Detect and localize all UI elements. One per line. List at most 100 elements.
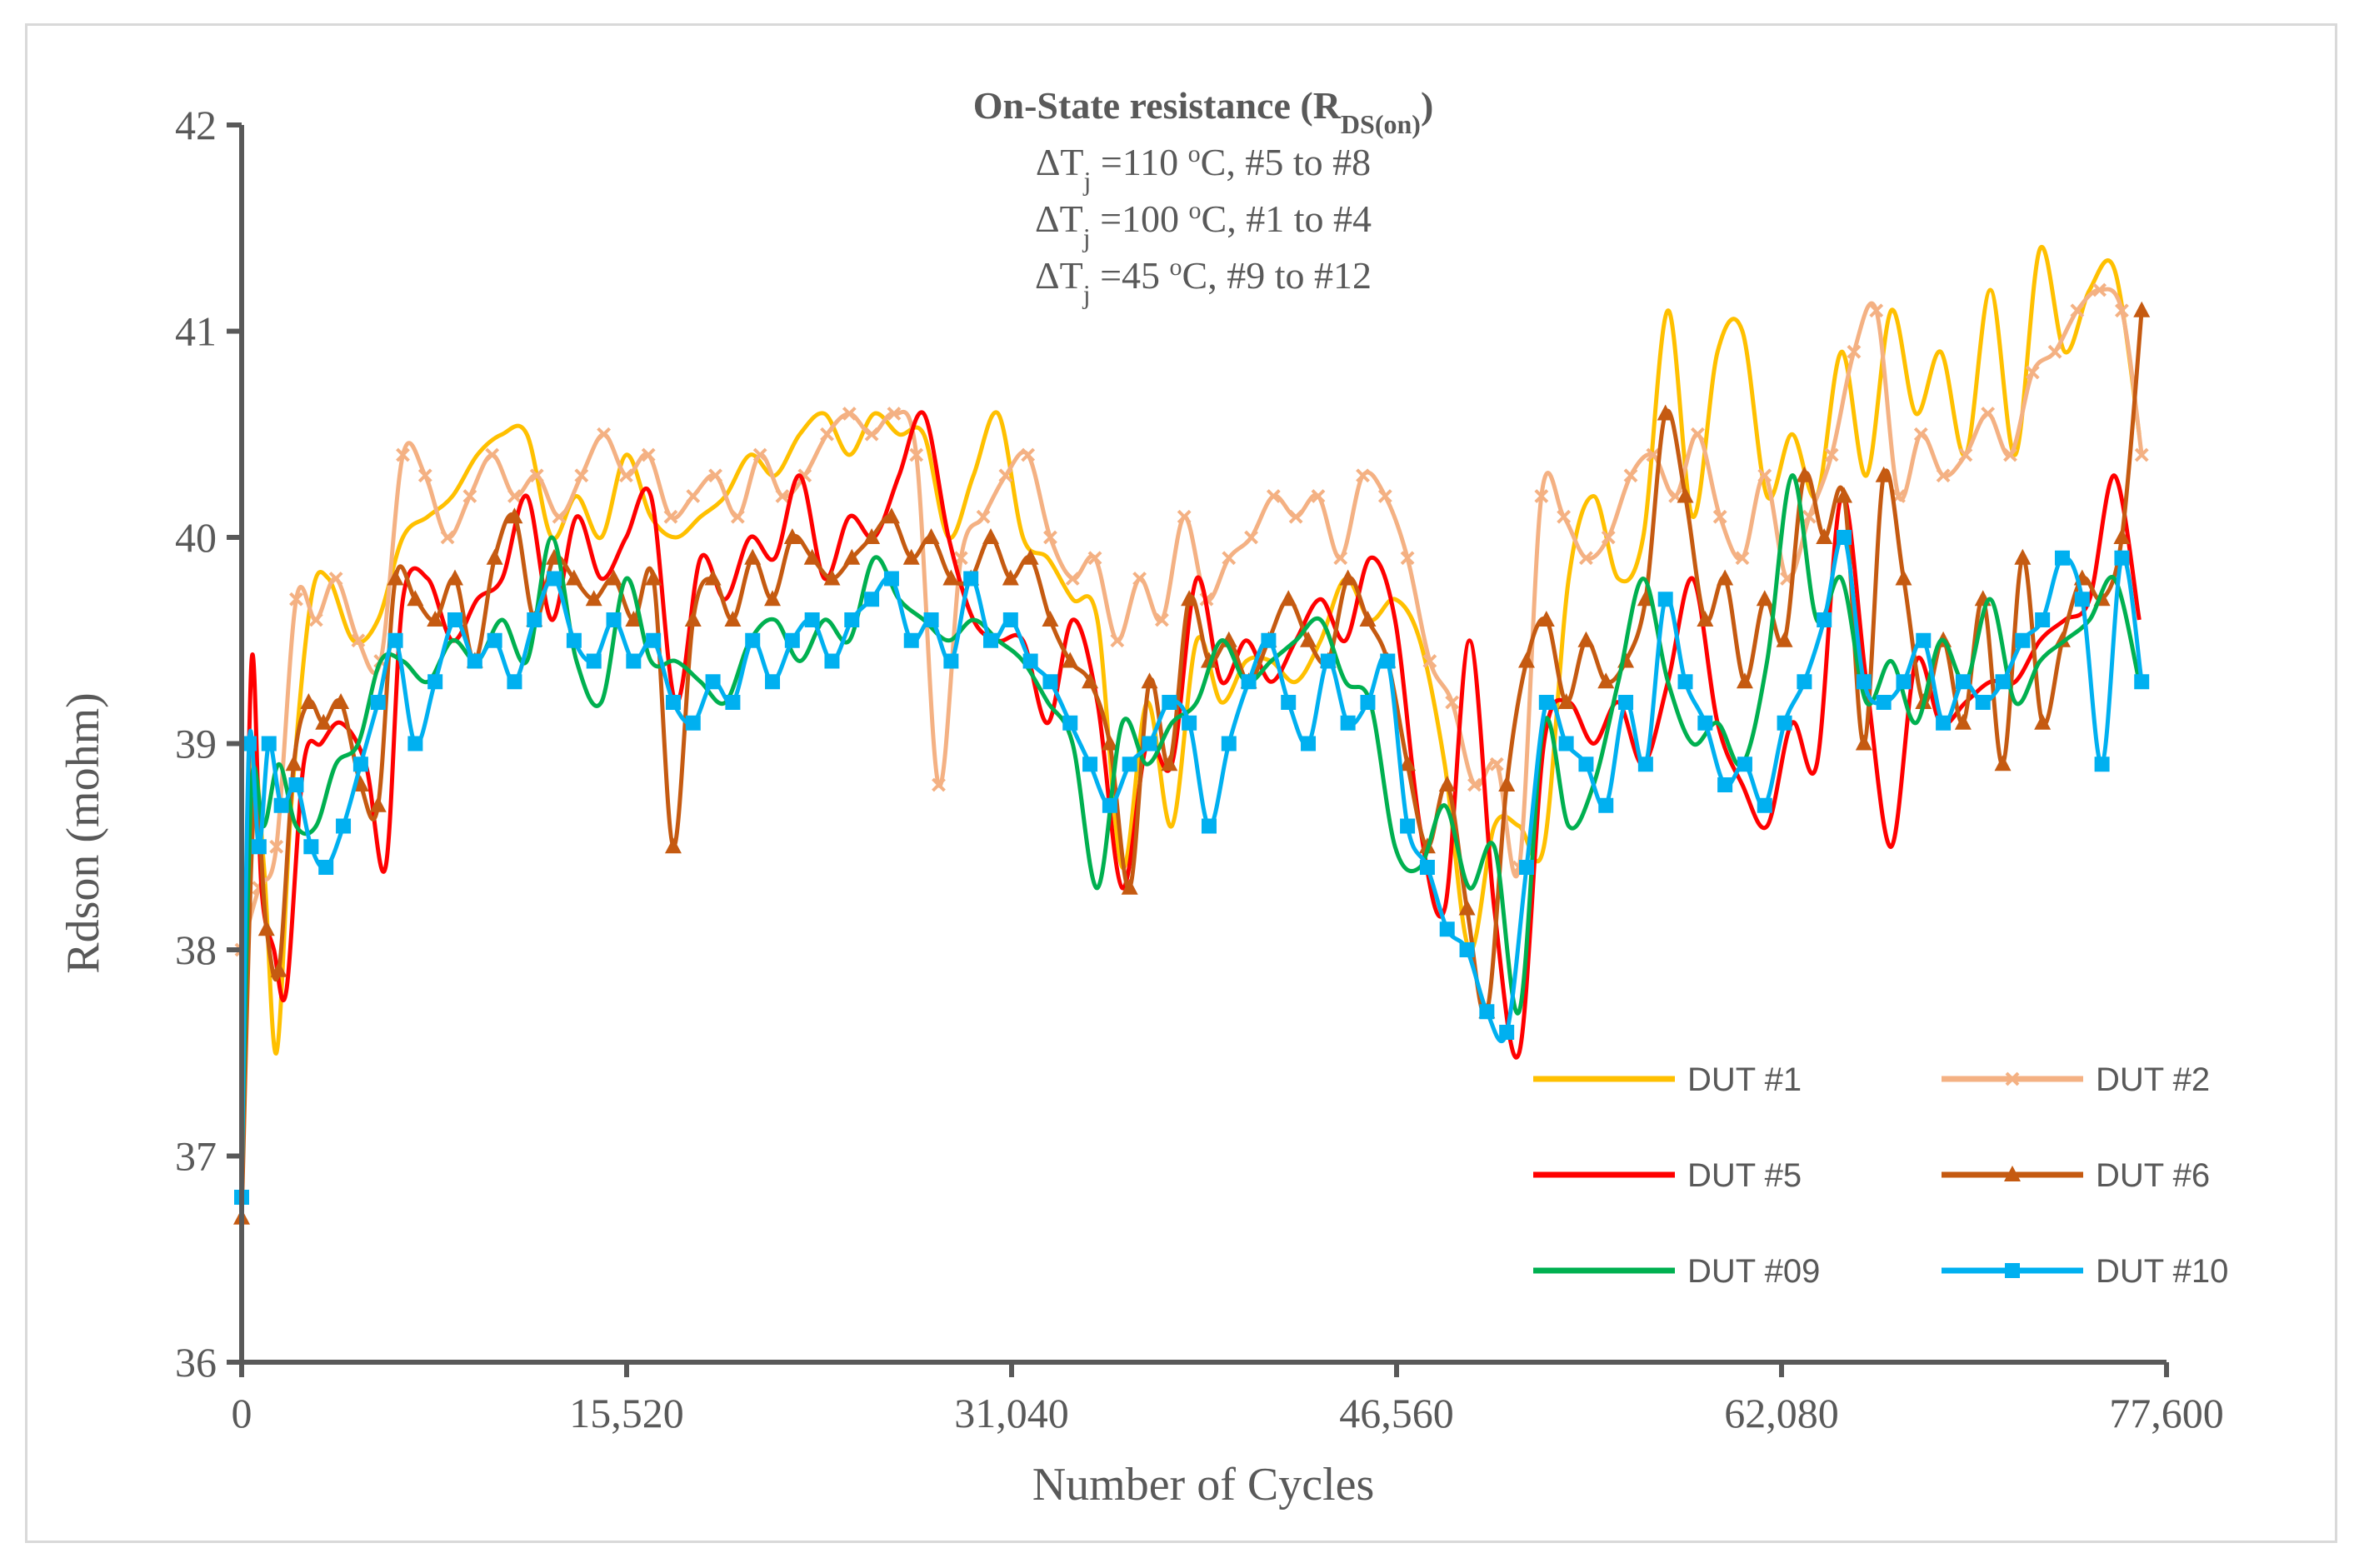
data-point — [1244, 530, 1258, 545]
data-point — [1154, 612, 1169, 627]
data-point — [843, 548, 861, 565]
data-point — [1121, 878, 1138, 895]
marker-stroke — [1400, 551, 1415, 566]
data-point — [1757, 468, 1772, 483]
marker-stroke — [1712, 509, 1727, 524]
data-point — [1598, 797, 1614, 813]
data-point — [1042, 611, 1059, 627]
data-point — [1261, 632, 1277, 648]
data-point — [2070, 303, 2085, 318]
data-point — [396, 447, 410, 462]
chart-subtitle-line: ΔTj =45 oC, #9 to #12 — [1035, 253, 1372, 310]
marker-stroke — [1445, 695, 1460, 710]
data-point — [982, 632, 998, 648]
marker-stroke — [1735, 551, 1750, 566]
data-point — [2054, 550, 2070, 566]
data-point — [1657, 592, 1673, 607]
marker-stroke — [1557, 509, 1572, 524]
data-point — [724, 611, 742, 627]
data-point — [605, 569, 622, 586]
data-point — [315, 713, 332, 730]
marker-stroke — [1087, 551, 1102, 566]
marker-stroke — [1244, 530, 1258, 545]
data-point — [387, 632, 403, 648]
data-point — [606, 612, 622, 627]
data-point — [351, 633, 366, 648]
marker-stroke — [1802, 509, 1817, 524]
marker-stroke — [1467, 777, 1482, 792]
data-point — [597, 427, 612, 442]
marker-stroke — [351, 633, 366, 648]
marker-stroke — [1154, 612, 1169, 627]
data-point — [1380, 653, 1396, 669]
data-point — [923, 612, 939, 627]
data-point — [1122, 757, 1137, 772]
data-point — [387, 569, 404, 586]
y-tick-label: 36 — [175, 1339, 217, 1386]
data-point — [1021, 447, 1036, 462]
data-point — [1837, 530, 1852, 545]
series-dut10 — [234, 530, 2150, 1205]
data-point — [902, 548, 920, 565]
y-axis-title: Rdson (mohm) — [57, 692, 109, 974]
data-point — [1717, 569, 1734, 586]
data-point — [704, 569, 722, 586]
marker-stroke — [1601, 530, 1616, 545]
data-point — [447, 569, 464, 586]
data-point — [882, 507, 900, 524]
legend-marker — [2005, 1071, 2020, 1086]
data-point — [1869, 303, 1884, 318]
marker-stroke — [1266, 489, 1281, 503]
data-point — [2133, 301, 2151, 317]
data-point — [1936, 715, 1952, 731]
data-point — [645, 569, 662, 586]
data-point — [447, 612, 463, 627]
data-point — [527, 612, 542, 627]
data-point — [1065, 572, 1080, 586]
data-point — [485, 447, 500, 462]
data-point — [963, 571, 979, 587]
marker-stroke — [2134, 447, 2149, 462]
data-point — [1062, 652, 1079, 668]
marker-stroke — [752, 447, 767, 462]
data-point — [1022, 653, 1038, 669]
data-point — [1757, 797, 1772, 813]
marker-stroke — [686, 489, 701, 503]
marker-stroke — [1757, 468, 1772, 483]
data-point — [824, 653, 840, 669]
data-point — [765, 674, 781, 690]
data-point — [1618, 695, 1634, 710]
data-point — [1517, 652, 1535, 668]
data-point — [1082, 757, 1098, 772]
y-tick-label: 38 — [175, 926, 217, 973]
data-point — [1578, 757, 1594, 772]
data-point — [1498, 776, 1516, 791]
data-point — [308, 612, 323, 627]
data-point — [1419, 860, 1435, 875]
data-point — [775, 489, 790, 503]
data-point — [626, 653, 642, 669]
data-point — [1002, 569, 1019, 586]
x-tick-label: 31,040 — [954, 1390, 1069, 1436]
data-point — [909, 447, 924, 462]
y-tick-label: 42 — [175, 102, 217, 148]
legend-label: DUT #2 — [2096, 1061, 2210, 1098]
legend-label: DUT #6 — [2096, 1157, 2210, 1194]
data-point — [2134, 674, 2150, 690]
data-point — [529, 468, 544, 483]
marker-stroke — [2092, 282, 2107, 297]
data-point — [574, 468, 589, 483]
data-point — [1002, 612, 1018, 627]
data-point — [2092, 282, 2107, 297]
x-tick-label: 77,600 — [2109, 1390, 2224, 1436]
data-point — [318, 860, 334, 875]
x-tick-label: 15,520 — [569, 1390, 684, 1436]
data-point — [646, 632, 662, 648]
legend-entry: DUT #10 — [1942, 1253, 2228, 1290]
data-point — [1557, 509, 1572, 524]
data-point — [1201, 818, 1217, 834]
x-tick-label: 62,080 — [1724, 1390, 1839, 1436]
marker-stroke — [909, 447, 924, 462]
data-point — [547, 571, 562, 587]
marker-stroke — [663, 509, 678, 524]
